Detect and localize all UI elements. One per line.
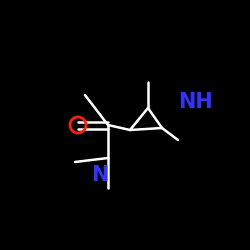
Text: NH: NH — [178, 92, 213, 112]
Text: N: N — [91, 165, 109, 185]
